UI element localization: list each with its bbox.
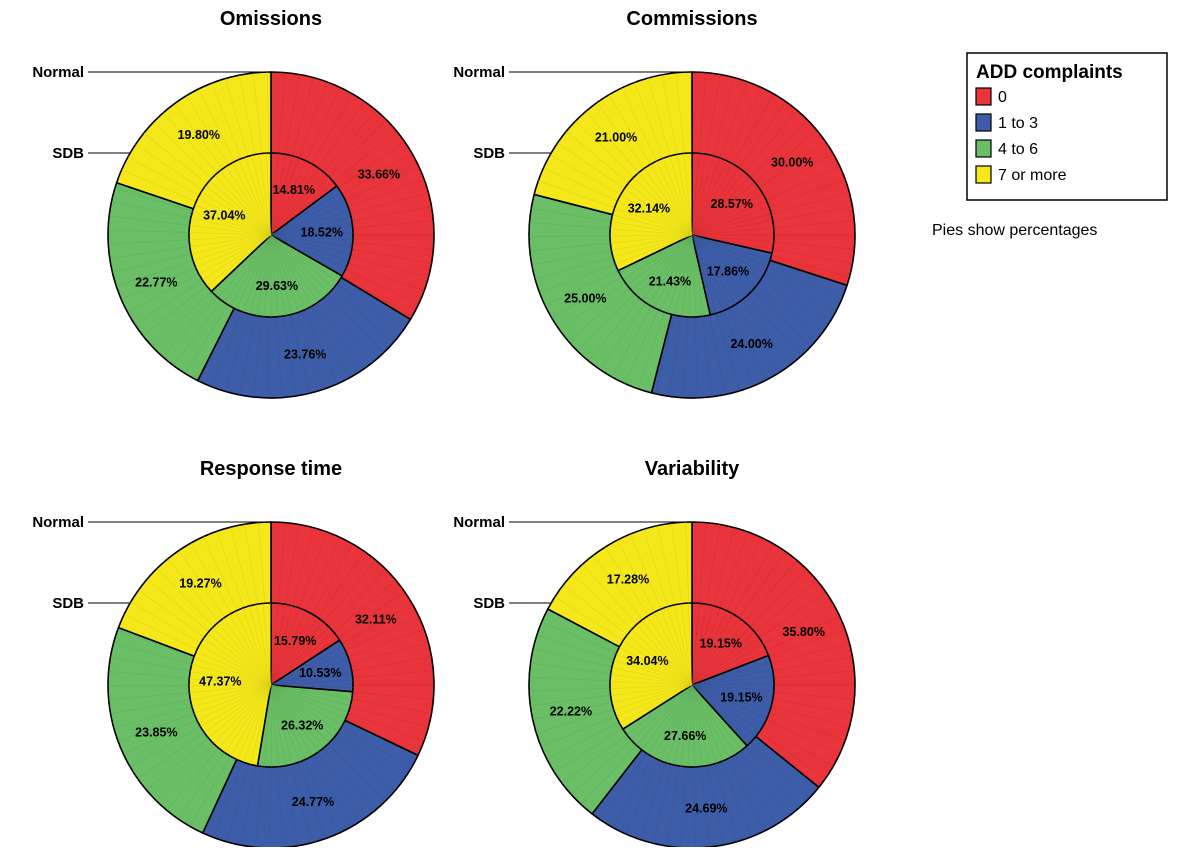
- slice-label-outer: 23.85%: [135, 726, 177, 740]
- slice-label-outer: 30.00%: [771, 156, 813, 170]
- slice-label-outer: 24.77%: [292, 795, 334, 809]
- chart-note: Pies show percentages: [932, 222, 1097, 239]
- slice-label-inner: 15.79%: [274, 634, 316, 648]
- panel-title: Response time: [200, 458, 342, 480]
- ring-label-inner: SDB: [473, 145, 505, 162]
- legend-item-label: 4 to 6: [998, 141, 1038, 158]
- slice-label-outer: 25.00%: [564, 292, 606, 306]
- slice-label-outer: 33.66%: [358, 168, 400, 182]
- slice-label-inner: 26.32%: [281, 719, 323, 733]
- ring-label-inner: SDB: [52, 595, 84, 612]
- slice-label-inner: 17.86%: [707, 264, 749, 278]
- slice-label-inner: 19.15%: [720, 690, 762, 704]
- pie-inner-ring: 14.81% 18.52% 29.63% 37.04%: [189, 153, 353, 317]
- slice-label-outer: 24.69%: [685, 802, 727, 816]
- slice-label-inner: 47.37%: [199, 674, 241, 688]
- legend-swatch: [976, 88, 991, 105]
- ring-label-inner: SDB: [473, 595, 505, 612]
- slice-label-outer: 21.00%: [595, 131, 637, 145]
- slice-label-inner: 28.57%: [711, 197, 753, 211]
- pie-inner-ring: 28.57% 17.86% 21.43% 32.14%: [610, 153, 774, 317]
- slice-label-inner: 10.53%: [299, 666, 341, 680]
- slice-label-inner: 32.14%: [628, 201, 670, 215]
- slice-label-inner: 27.66%: [664, 729, 706, 743]
- slice-label-outer: 17.28%: [607, 572, 649, 586]
- slice-label-inner: 14.81%: [273, 183, 315, 197]
- legend-swatch: [976, 140, 991, 157]
- slice-label-outer: 19.80%: [178, 128, 220, 142]
- legend-title: ADD complaints: [976, 62, 1123, 83]
- panel-title: Omissions: [220, 8, 322, 30]
- slice-label-inner: 29.63%: [256, 279, 298, 293]
- slice-label-outer: 22.77%: [135, 275, 177, 289]
- ring-label-outer: Normal: [453, 64, 505, 81]
- pie-inner-ring: 19.15% 19.15% 27.66% 34.04%: [610, 603, 774, 767]
- slice-label-outer: 19.27%: [179, 577, 221, 591]
- ring-label-outer: Normal: [32, 514, 84, 531]
- slice-label-outer: 23.76%: [284, 348, 326, 362]
- slice-label-outer: 35.80%: [783, 625, 825, 639]
- legend-item-label: 1 to 3: [998, 115, 1038, 132]
- legend-swatch: [976, 166, 991, 183]
- slice-label-inner: 37.04%: [203, 208, 245, 222]
- pie-inner-ring: 15.79% 10.53% 26.32% 47.37%: [189, 603, 353, 767]
- slice-label-inner: 18.52%: [301, 226, 343, 240]
- panel-title: Commissions: [626, 8, 757, 30]
- ring-label-inner: SDB: [52, 145, 84, 162]
- slice-label-outer: 22.22%: [550, 705, 592, 719]
- legend: ADD complaints 0 1 to 3 4 to 6 7 or more: [967, 53, 1167, 200]
- ring-label-outer: Normal: [32, 64, 84, 81]
- slice-label-outer: 24.00%: [730, 337, 772, 351]
- slice-label-inner: 19.15%: [700, 637, 742, 651]
- legend-swatch: [976, 114, 991, 131]
- slice-label-inner: 21.43%: [649, 274, 691, 288]
- slice-label-inner: 34.04%: [626, 654, 668, 668]
- panel-title: Variability: [645, 458, 740, 480]
- ring-label-outer: Normal: [453, 514, 505, 531]
- legend-item-label: 0: [998, 89, 1007, 106]
- legend-item-label: 7 or more: [998, 167, 1067, 184]
- slice-label-outer: 32.11%: [355, 612, 397, 626]
